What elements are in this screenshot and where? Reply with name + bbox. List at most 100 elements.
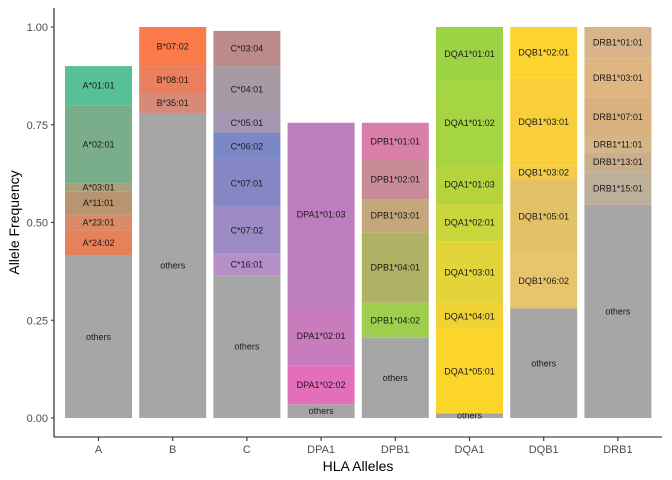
bar-segment [510,165,578,180]
bar-segment [287,404,355,418]
x-tick-label: DQA1 [455,444,485,456]
bar-segment [287,122,355,307]
bar-segment [436,303,503,330]
x-tick-label: DPA1 [307,444,335,456]
segment-label: C*16:01 [231,260,264,270]
segment-label: DPA1*02:02 [297,380,346,390]
x-tick-label: DPB1 [381,444,410,456]
segment-label: DQA1*01:03 [444,180,495,190]
x-axis-title: HLA Alleles [323,458,394,474]
bar-segment [584,136,652,153]
bar-segment [436,241,503,304]
bar-segment [436,413,503,418]
bar-segment [65,255,132,418]
bar-segment [436,204,503,242]
bar-segment [510,179,578,254]
segment-label: others [86,332,112,342]
segment-label: others [160,261,186,271]
x-tick-label: A [95,444,103,456]
segment-label: DQB1*02:01 [518,47,569,57]
segment-label: DPB1*03:01 [371,211,421,221]
bar-segment [584,97,652,137]
bar-segment [213,66,281,114]
bar-segment [584,152,652,172]
bar-segment [584,171,652,205]
bar-segment [213,113,281,133]
segment-label: others [309,406,335,416]
bar-segment [510,253,578,309]
bar-segment [65,191,132,215]
segment-label: others [383,373,409,383]
bar-segment [213,206,281,254]
bar-segment [510,77,578,166]
bar-segment [361,199,429,233]
bar-segment [65,214,132,231]
y-tick-label: 0.00 [27,413,48,425]
x-tick-label: DRB1 [603,444,632,456]
bar-segment [139,93,207,114]
segment-label: B*07:02 [157,42,189,52]
segment-label: DPB1*04:01 [371,262,421,272]
bar-segment [213,275,281,418]
segment-label: others [531,358,557,368]
segment-label: C*05:01 [231,118,264,128]
bar-segment [436,80,503,166]
bar-segment [139,27,207,67]
bar-segment [213,159,281,207]
segment-label: DQB1*06:02 [518,276,569,286]
segment-label: B*08:01 [157,75,189,85]
segment-label: DQB1*03:01 [518,117,569,127]
segment-label: DQB1*05:01 [518,212,569,222]
segment-label: DRB1*07:01 [593,112,643,122]
segment-label: DQA1*02:01 [444,218,495,228]
segment-label: C*07:01 [231,178,264,188]
x-ticks: A B C DPA1 DPB1 DQA1 DQB1 DRB1 [95,437,633,456]
segment-label: DQA1*04:01 [444,312,495,322]
segment-label: DPB1*02:01 [371,174,421,184]
y-tick-label: 0.75 [27,120,48,132]
segment-label: A*03:01 [82,182,114,192]
segment-label: DPA1*01:03 [297,210,346,220]
bar-segment [65,66,132,106]
bar-segment [436,329,503,414]
segment-label: others [234,342,260,352]
bars-layer: others A*24:02 A*23:01 A*11:01 A*03:01 A*02:0… [65,27,652,421]
segment-label: B*35:01 [157,98,189,108]
segment-label: DRB1*13:01 [593,157,643,167]
segment-label: others [605,306,631,316]
bar-segment [213,132,281,160]
y-tick-label: 0.50 [27,218,48,230]
segment-label: C*06:02 [231,141,264,151]
bar-segment [65,105,132,184]
segment-label: DQB1*03:02 [518,168,569,178]
bar-segment [510,308,578,418]
y-axis-title: Allele Frequency [6,170,22,274]
bar-segment [584,204,652,418]
bar-segment [361,302,429,338]
segment-label: C*04:01 [231,85,264,95]
segment-label: DRB1*11:01 [593,139,642,149]
x-tick-label: DQB1 [529,444,559,456]
bar-segment [361,122,429,160]
segment-label: C*07:02 [231,225,264,235]
y-tick-label: 1.00 [27,22,48,34]
x-tick-label: B [169,444,176,456]
segment-label: DQA1*01:01 [444,49,495,59]
bar-segment [139,66,207,94]
bar-segment [361,159,429,200]
y-ticks: 0.00 0.25 0.50 0.75 1.00 [27,22,54,425]
segment-label: DQA1*01:02 [444,118,495,128]
bar-segment [436,27,503,81]
segment-label: A*11:01 [83,198,114,208]
bar-segment [361,232,429,303]
bar-segment [584,27,652,59]
segment-label: A*01:01 [82,81,114,91]
bar-segment [287,306,355,366]
segment-label: DRB1*03:01 [593,73,643,83]
bar-segment [65,183,132,192]
bar-segment [213,30,281,67]
segment-label: DPB1*04:02 [371,315,421,325]
bar-segment [436,165,503,205]
y-tick-label: 0.25 [27,315,48,327]
